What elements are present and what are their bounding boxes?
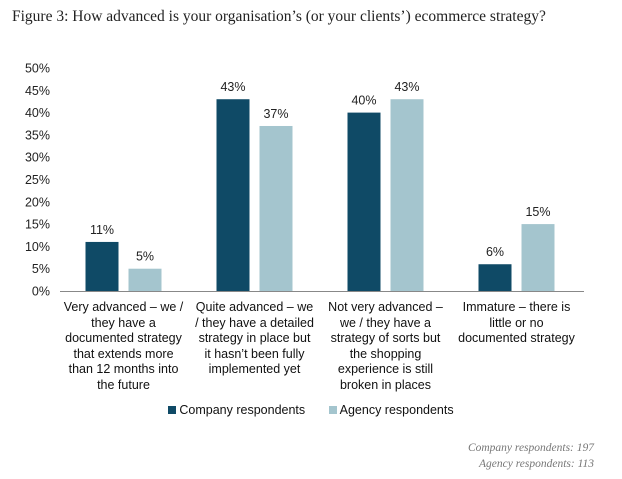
note-company: Company respondents: 197 bbox=[467, 442, 594, 454]
x-category-label-line: Immature – there is bbox=[462, 300, 571, 314]
x-category-label-line: little or no bbox=[489, 315, 544, 330]
bar-agency bbox=[390, 99, 424, 291]
data-label: 15% bbox=[525, 205, 550, 219]
y-tick-label: 45% bbox=[25, 84, 50, 98]
legend-label-company: Company respondents bbox=[179, 403, 306, 417]
x-category-label-line: the future bbox=[97, 377, 150, 392]
legend-label-agency: Agency respondents bbox=[339, 403, 454, 417]
bar-chart: 0% 5% 10% 15% 20% 25% 30% 35% 40% 45% 50% 11% 5% 43% 3… bbox=[25, 62, 584, 299]
y-tick-label: 20% bbox=[25, 195, 50, 209]
chart-title: Figure 3: How advanced is your organisat… bbox=[12, 8, 546, 25]
legend: Company respondents Agency respondents bbox=[0, 403, 622, 417]
x-category-label-line: broken in places bbox=[339, 377, 432, 392]
bar-company bbox=[478, 264, 512, 291]
y-tick-label: 40% bbox=[25, 106, 50, 120]
data-label: 43% bbox=[220, 80, 245, 94]
data-label: 37% bbox=[263, 107, 288, 121]
bar-company bbox=[216, 99, 250, 291]
x-category-label-line: the shopping bbox=[349, 346, 422, 361]
bar-agency bbox=[128, 268, 162, 291]
y-tick-label: 50% bbox=[25, 62, 50, 76]
x-category-label-line: documented strategy bbox=[458, 331, 575, 346]
x-category-label-line: documented strategy bbox=[65, 331, 182, 346]
legend-item-company: Company respondents bbox=[168, 403, 305, 417]
x-category-label-line: Not very advanced – bbox=[328, 300, 443, 314]
x-category-label-line: experience is still bbox=[337, 362, 434, 377]
legend-swatch-agency bbox=[328, 406, 337, 414]
legend-item-agency: Agency respondents bbox=[328, 403, 454, 417]
x-category-label-line: strategy of sorts but bbox=[330, 331, 441, 346]
x-category-label-line: strategy in place but bbox=[198, 331, 311, 346]
data-label: 43% bbox=[394, 80, 419, 94]
x-category-label-line: Very advanced – we / bbox=[63, 300, 184, 314]
bar-agency bbox=[521, 224, 555, 291]
note-agency: Agency respondents: 113 bbox=[479, 458, 594, 470]
y-tick-label: 15% bbox=[25, 218, 50, 232]
x-category-label-line: they have a bbox=[91, 315, 156, 330]
x-category-label-line: implemented yet bbox=[208, 362, 301, 377]
x-category-label-line: / they have a detailed bbox=[195, 315, 314, 330]
x-category-label-line: it hasn’t been fully bbox=[204, 346, 305, 361]
y-tick-label: 10% bbox=[25, 240, 50, 254]
y-tick-label: 25% bbox=[25, 173, 50, 187]
bar-agency bbox=[259, 125, 293, 291]
y-tick-label: 35% bbox=[25, 128, 50, 142]
x-category-label-line: Quite advanced – we bbox=[195, 300, 314, 314]
bar-company bbox=[347, 112, 381, 291]
data-label: 11% bbox=[90, 223, 114, 237]
x-category-label: Immature – there is little or no documente… bbox=[451, 300, 583, 347]
y-tick-label: 0% bbox=[32, 285, 50, 299]
x-category-label: Quite advanced – we / they have a detaile… bbox=[189, 300, 321, 378]
x-category-label-line: we / they have a bbox=[339, 315, 432, 330]
respondent-notes: Company respondents: 197 Agency responde… bbox=[468, 440, 594, 472]
x-category-label-line: that extends more bbox=[73, 346, 174, 361]
x-category-label-line: than 12 months into bbox=[68, 362, 179, 377]
data-label: 40% bbox=[351, 94, 376, 108]
x-category-label: Not very advanced – we / they have a strat… bbox=[320, 300, 452, 394]
data-label: 5% bbox=[136, 250, 154, 264]
bar-company bbox=[85, 241, 119, 291]
x-category-label: Very advanced – we / they have a documente… bbox=[58, 300, 190, 394]
data-label: 6% bbox=[486, 245, 504, 259]
legend-swatch-company bbox=[168, 406, 177, 414]
y-tick-label: 5% bbox=[32, 262, 50, 276]
y-tick-label: 30% bbox=[25, 151, 50, 165]
